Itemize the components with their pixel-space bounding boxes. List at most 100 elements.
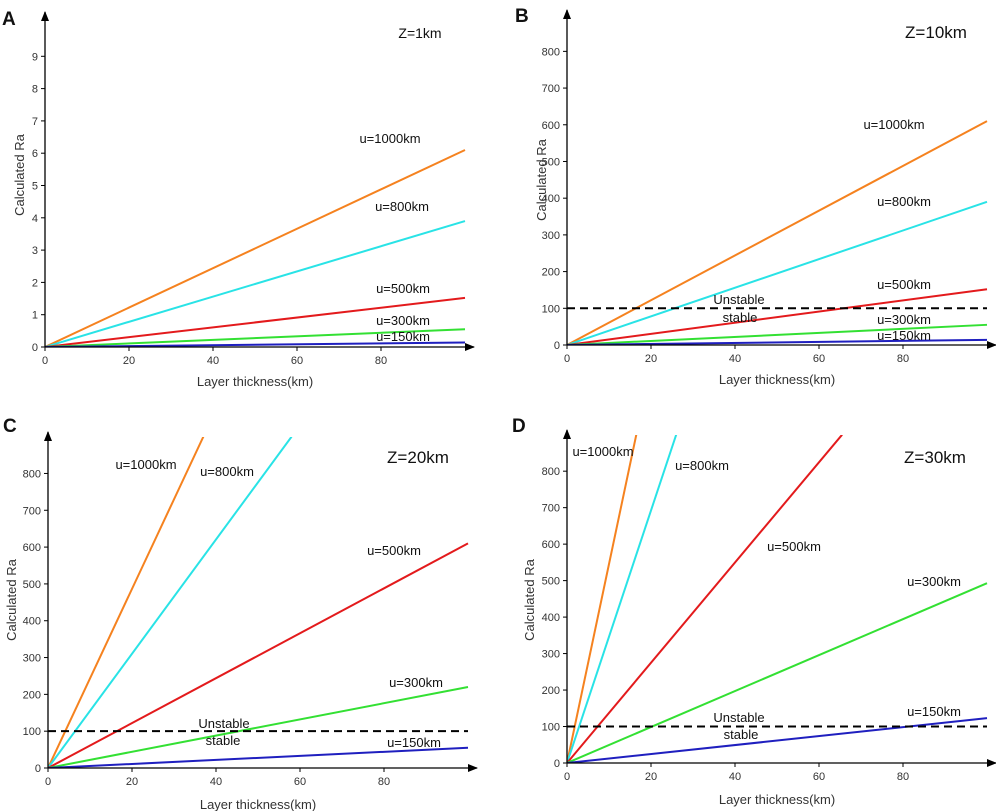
series-label-u-150km: u=150km xyxy=(387,735,441,750)
series-line-u-800km xyxy=(45,220,466,347)
series-line-u-150km xyxy=(48,746,469,768)
x-axis-label: Layer thickness(km) xyxy=(200,797,316,811)
x-tick-label: 20 xyxy=(123,355,135,367)
series-label-u-150km: u=150km xyxy=(376,329,430,344)
y-tick-label: 800 xyxy=(23,468,41,480)
series-label-u-500km: u=500km xyxy=(767,539,821,554)
panel-letter: D xyxy=(512,416,526,437)
y-tick-label: 700 xyxy=(542,503,560,515)
y-tick-label: 0 xyxy=(554,758,560,770)
series-label-u-800km: u=800km xyxy=(877,194,931,209)
y-tick-label: 800 xyxy=(542,46,560,58)
y-tick-label: 200 xyxy=(23,689,41,701)
series-line-u-1000km xyxy=(48,437,205,768)
series-line-u-1000km xyxy=(567,435,638,763)
unstable-label: Unstable xyxy=(198,716,249,731)
stable-label: stable xyxy=(206,733,241,748)
x-tick-label: 60 xyxy=(294,776,306,788)
y-tick-label: 1 xyxy=(32,310,38,322)
x-tick-label: 60 xyxy=(291,355,303,367)
series-label-u-1000km: u=1000km xyxy=(863,117,924,132)
y-tick-label: 300 xyxy=(542,230,560,242)
y-tick-label: 600 xyxy=(542,120,560,132)
y-tick-label: 100 xyxy=(23,726,41,738)
y-tick-label: 4 xyxy=(32,213,38,225)
panel-a: 0 1 2 3 4 5 6 7 8 9 0 20 40 60 80 Layer thickness(km) Ca… xyxy=(2,9,475,389)
panel-letter: B xyxy=(515,6,529,27)
series-label-u-800km: u=800km xyxy=(675,458,729,473)
y-axis-label: Calculated Ra xyxy=(534,138,549,220)
x-axis-label: Layer thickness(km) xyxy=(719,372,835,387)
series-label-u-1000km: u=1000km xyxy=(359,131,420,146)
series-line-u-500km xyxy=(567,288,988,345)
unstable-label: Unstable xyxy=(713,292,764,307)
x-tick-label: 0 xyxy=(564,353,570,365)
panel-letter: C xyxy=(3,416,17,437)
series-label-u-300km: u=300km xyxy=(877,312,931,327)
series-label-u-150km: u=150km xyxy=(907,704,961,719)
series-label-u-300km: u=300km xyxy=(389,675,443,690)
series-line-u-300km xyxy=(567,323,988,345)
y-tick-label: 100 xyxy=(542,303,560,315)
series-label-u-300km: u=300km xyxy=(376,313,430,328)
y-tick-label: 100 xyxy=(542,722,560,734)
series-line-u-500km xyxy=(45,296,466,347)
y-tick-label: 9 xyxy=(32,51,38,63)
stable-label: stable xyxy=(724,727,759,742)
y-axis-label: Calculated Ra xyxy=(4,558,19,640)
y-axis-label: Calculated Ra xyxy=(12,133,27,215)
series-label-u-300km: u=300km xyxy=(907,574,961,589)
y-tick-label: 600 xyxy=(542,539,560,551)
y-tick-label: 400 xyxy=(542,612,560,624)
y-tick-label: 5 xyxy=(32,181,38,193)
panel-title: Z=30km xyxy=(904,448,966,467)
series-label-u-500km: u=500km xyxy=(877,277,931,292)
y-tick-label: 600 xyxy=(23,542,41,554)
panel-letter: A xyxy=(2,9,16,30)
series-label-u-150km: u=150km xyxy=(877,328,931,343)
series-line-u-800km xyxy=(48,437,293,768)
series-line-u-150km xyxy=(567,717,988,763)
x-tick-label: 40 xyxy=(207,355,219,367)
series-line-u-300km xyxy=(567,582,988,763)
x-tick-label: 20 xyxy=(645,353,657,365)
y-tick-label: 8 xyxy=(32,84,38,96)
panel-b-series xyxy=(567,120,988,345)
y-tick-label: 0 xyxy=(32,342,38,354)
panel-a-series xyxy=(45,149,466,347)
y-tick-label: 300 xyxy=(23,653,41,665)
panel-title: Z=1km xyxy=(398,25,441,41)
panel-title: Z=10km xyxy=(905,23,967,42)
y-tick-label: 500 xyxy=(23,579,41,591)
y-tick-label: 2 xyxy=(32,277,38,289)
x-tick-label: 80 xyxy=(897,771,909,783)
x-tick-label: 60 xyxy=(813,353,825,365)
series-line-u-300km xyxy=(48,686,469,768)
unstable-label: Unstable xyxy=(713,710,764,725)
y-tick-label: 7 xyxy=(32,116,38,128)
panel-d-series xyxy=(567,435,988,763)
y-tick-label: 6 xyxy=(32,148,38,160)
y-tick-label: 200 xyxy=(542,267,560,279)
y-axis-label: Calculated Ra xyxy=(522,558,537,640)
y-tick-label: 0 xyxy=(554,340,560,352)
x-tick-label: 0 xyxy=(45,776,51,788)
x-tick-label: 80 xyxy=(375,355,387,367)
stable-label: stable xyxy=(723,310,758,325)
x-tick-label: 60 xyxy=(813,771,825,783)
panel-b: Unstable stable 0 100 200 300 400 500 600 700 800 0… xyxy=(515,6,996,387)
series-label-u-800km: u=800km xyxy=(375,199,429,214)
x-tick-label: 0 xyxy=(564,771,570,783)
y-tick-label: 500 xyxy=(542,156,560,168)
series-line-u-800km xyxy=(567,435,678,763)
y-tick-label: 400 xyxy=(542,193,560,205)
series-label-u-1000km: u=1000km xyxy=(572,444,633,459)
series-line-u-150km xyxy=(45,341,466,347)
y-tick-label: 800 xyxy=(542,466,560,478)
y-tick-label: 0 xyxy=(35,763,41,775)
series-line-u-800km xyxy=(567,200,988,345)
x-axis-label: Layer thickness(km) xyxy=(197,374,313,389)
series-line-u-300km xyxy=(45,328,466,347)
y-tick-label: 700 xyxy=(542,83,560,95)
